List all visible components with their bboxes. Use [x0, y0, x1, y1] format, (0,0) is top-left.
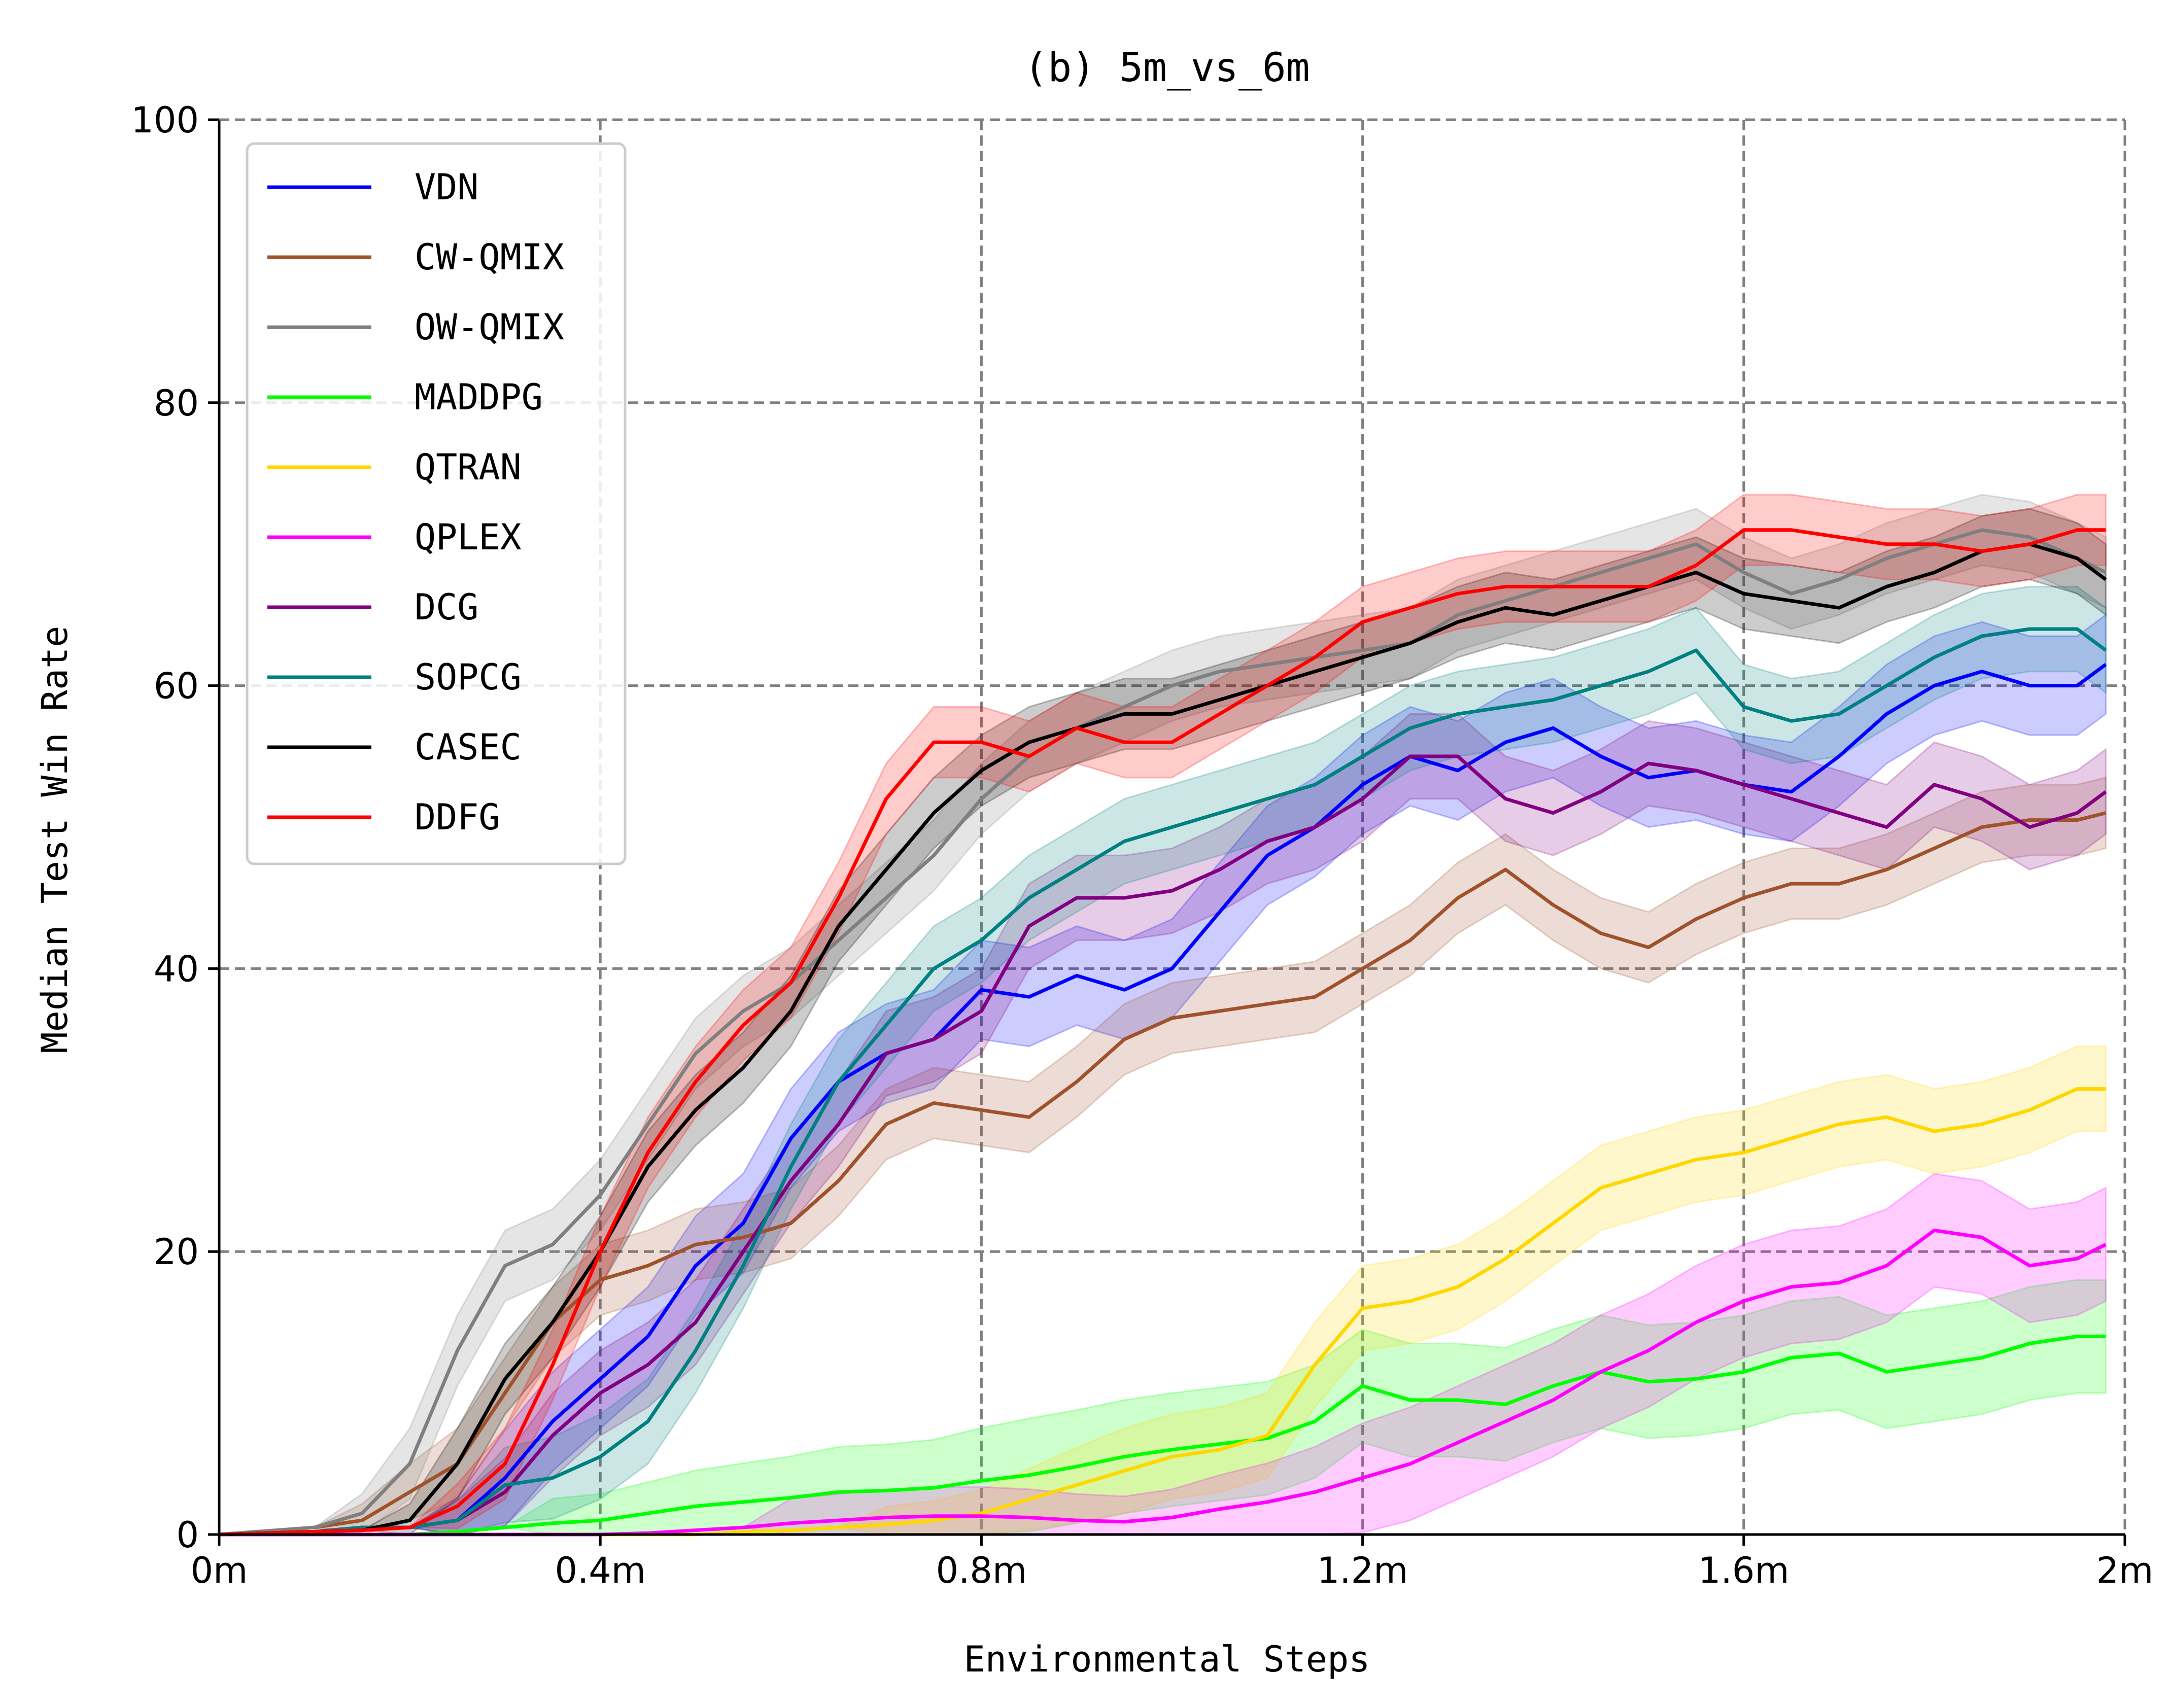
x-tick-label: 0.8m: [936, 1550, 1027, 1591]
line-ow-qmix: [219, 528, 2107, 1537]
confidence-bands: [219, 494, 2107, 1536]
x-tick-label: 1.2m: [1317, 1550, 1408, 1591]
legend-label-cw-qmix: CW-QMIX: [415, 236, 564, 278]
band-vdn: [219, 613, 2107, 1536]
axes: [218, 119, 2126, 1536]
x-tick-label: 0.4m: [555, 1550, 646, 1591]
legend-label-vdn: VDN: [415, 166, 478, 208]
line-sopcg: [219, 627, 2107, 1537]
x-tick-label: 0m: [191, 1550, 248, 1591]
legend: VDN CW-QMIX OW-QMIX MADDPG QTRAN QPLEX DCG SOPC…: [246, 142, 627, 865]
y-tick-label: 40: [154, 948, 199, 990]
y-axis-label: Median Test Win Rate: [34, 626, 76, 1054]
x-tick-label: 1.6m: [1698, 1550, 1789, 1591]
legend-label-sopcg: SOPCG: [415, 656, 522, 698]
y-tick-label: 100: [131, 99, 199, 141]
band-dcg: [219, 713, 2107, 1536]
line-casec: [219, 542, 2107, 1537]
line-maddpg: [219, 1335, 2106, 1537]
legend-label-casec: CASEC: [415, 726, 522, 768]
y-tick-label: 20: [154, 1231, 199, 1273]
x-axis-label: Environmental Steps: [964, 1639, 1370, 1680]
legend-label-qtran: QTRAN: [415, 446, 522, 488]
legend-box: [246, 142, 627, 865]
legend-label-qplex: QPLEX: [415, 516, 522, 558]
line-dcg: [219, 754, 2107, 1537]
y-tick-label: 0: [176, 1514, 199, 1556]
legend-label-dcg: DCG: [415, 586, 478, 628]
x-tick-label: 2m: [2096, 1550, 2154, 1591]
legend-label-ow-qmix: OW-QMIX: [415, 306, 564, 348]
y-tick-label: 80: [154, 382, 199, 424]
line-cw-qmix: [219, 811, 2107, 1537]
tick-labels: 0m 0.4m 0.8m 1.2m 1.6m 2m 0 20 40 60 80 100: [131, 99, 2153, 1591]
legend-label-maddpg: MADDPG: [415, 376, 543, 418]
line-vdn: [219, 663, 2107, 1537]
legend-label-ddfg: DDFG: [415, 796, 500, 838]
line-ddfg: [219, 528, 2106, 1537]
chart-title: (b) 5m_vs_6m: [1024, 45, 1310, 91]
y-tick-label: 60: [154, 666, 199, 707]
